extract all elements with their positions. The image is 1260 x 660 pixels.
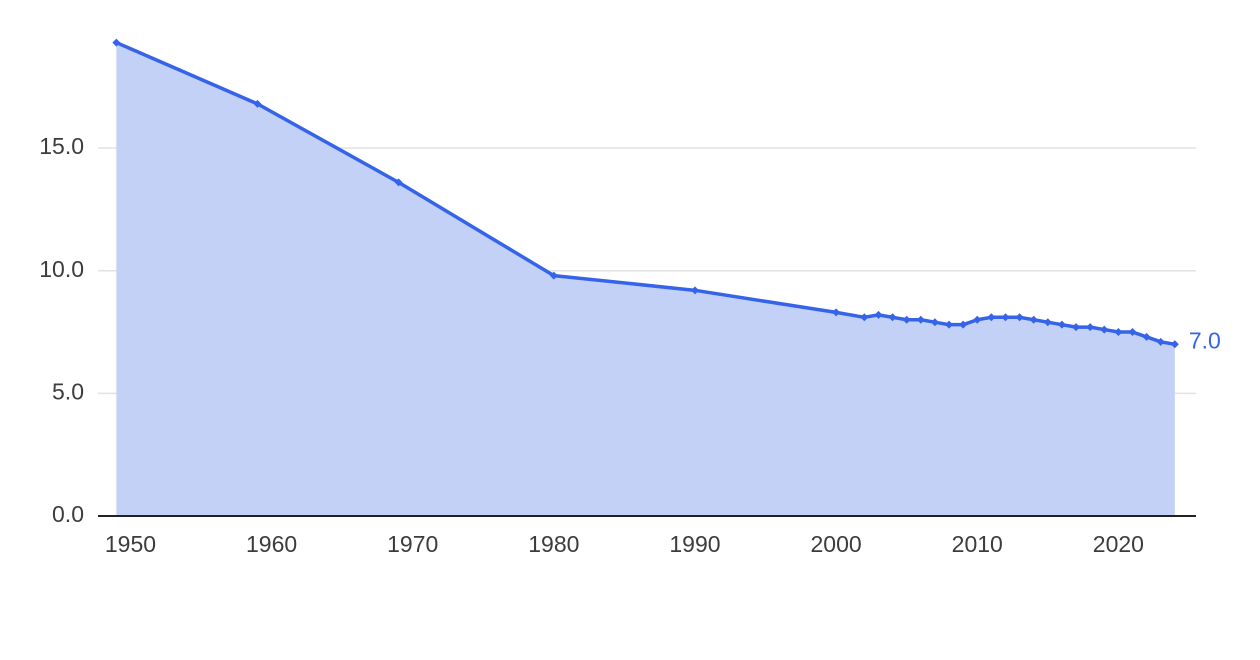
point <box>888 313 897 322</box>
point <box>1043 318 1052 327</box>
point <box>1072 323 1081 332</box>
point <box>930 318 939 327</box>
point <box>832 308 841 317</box>
x-tick-label: 2010 <box>952 531 1003 557</box>
y-tick-label: 10.0 <box>39 256 84 282</box>
x-tick-label: 1990 <box>669 531 720 557</box>
x-tick-label: 1960 <box>246 531 297 557</box>
point <box>549 271 558 280</box>
point <box>1142 332 1151 341</box>
point <box>874 310 883 319</box>
point <box>1001 313 1010 322</box>
point <box>253 99 262 108</box>
x-tick-label: 2020 <box>1093 531 1144 557</box>
point <box>916 315 925 324</box>
x-tick-label: 1950 <box>105 531 156 557</box>
point <box>1057 320 1066 329</box>
point <box>945 320 954 329</box>
x-tick-label: 2000 <box>811 531 862 557</box>
x-tick-label: 1980 <box>528 531 579 557</box>
y-tick-label: 15.0 <box>39 133 84 159</box>
point <box>112 38 121 47</box>
point <box>959 320 968 329</box>
point <box>1114 328 1123 337</box>
y-tick-label: 5.0 <box>52 378 84 404</box>
point <box>987 313 996 322</box>
point <box>1156 337 1165 346</box>
point <box>1086 323 1095 332</box>
point <box>690 286 699 295</box>
point <box>394 178 403 187</box>
point <box>973 315 982 324</box>
point <box>860 313 869 322</box>
area <box>116 42 1175 517</box>
point <box>1100 325 1109 334</box>
y-tick-label: 0.0 <box>52 501 84 527</box>
point <box>902 315 911 324</box>
point <box>1128 328 1137 337</box>
point <box>1015 313 1024 322</box>
point <box>1029 315 1038 324</box>
x-tick-label: 1970 <box>387 531 438 557</box>
point <box>1170 340 1179 349</box>
value-label: 7.0 <box>1189 327 1221 353</box>
